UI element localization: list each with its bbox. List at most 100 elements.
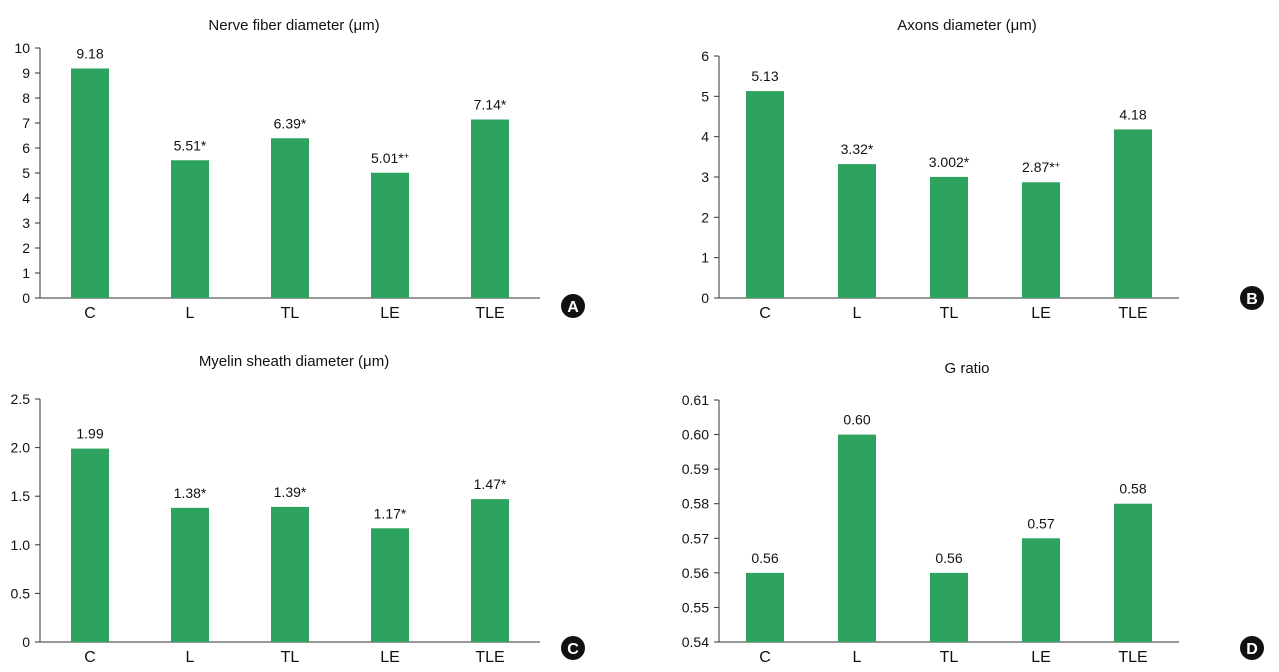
y-tick-label: 9 <box>22 65 30 81</box>
y-tick-label: 7 <box>22 115 30 131</box>
y-tick-label: 0.57 <box>682 530 709 546</box>
chart-svg-a: Nerve fiber diameter (μm) 0 1 2 3 4 5 6 7 8 9 10 9.1… <box>14 17 585 322</box>
y-tick-label: 1 <box>22 265 30 281</box>
x-tick-label: TLE <box>475 649 504 666</box>
y-tick-label: 3 <box>22 215 30 231</box>
bar-l <box>838 164 876 298</box>
data-label-tl: 1.39* <box>274 484 307 500</box>
bar-le <box>1022 538 1060 642</box>
bar-tl <box>271 506 309 642</box>
bar-tle <box>471 499 509 642</box>
chart-svg-b: Axons diameter (μm) 0 1 2 3 4 5 6 5.13 C 3.32* L 3.0… <box>701 17 1264 322</box>
x-tick-label: C <box>759 649 771 666</box>
chart-panel-c: Myelin sheath diameter (μm) 0 0.5 1.0 1.5 2.0… <box>0 336 640 672</box>
x-tick-label: TLE <box>475 305 504 322</box>
x-tick-label: L <box>186 649 195 666</box>
y-tick-label: 5 <box>701 88 709 104</box>
data-label-c: 9.18 <box>76 46 103 62</box>
x-tick-label: LE <box>380 305 400 322</box>
y-tick-label: 2.0 <box>11 440 31 456</box>
y-tick-label: 1.5 <box>11 488 31 504</box>
data-label-le: 0.57 <box>1027 515 1054 531</box>
chart-title: Nerve fiber diameter (μm) <box>208 17 379 34</box>
panel-letter: B <box>1246 291 1258 308</box>
data-label-le: 1.17* <box>374 505 407 521</box>
x-tick-label: TL <box>281 305 300 322</box>
data-label-tle: 7.14* <box>474 97 507 113</box>
data-label-l: 0.60 <box>843 412 870 428</box>
x-tick-label: LE <box>380 649 400 666</box>
chart-title: Axons diameter (μm) <box>897 17 1037 34</box>
y-tick-label: 0.56 <box>682 565 709 581</box>
x-tick-label: TL <box>940 305 959 322</box>
x-tick-label: L <box>186 305 195 322</box>
y-tick-label: 0.59 <box>682 461 709 477</box>
bar-l <box>838 434 876 642</box>
y-tick-label: 0.60 <box>682 427 709 443</box>
chart-svg-d: G ratio 0.54 0.55 0.56 0.57 0.58 0.59 0.60 0.61 0… <box>682 360 1264 666</box>
data-label-tl: 0.56 <box>935 550 962 566</box>
data-label-tle: 0.58 <box>1119 481 1146 497</box>
bar-tle <box>1114 129 1152 298</box>
panel-letter: D <box>1246 641 1258 658</box>
y-tick-label: 1 <box>701 250 709 266</box>
x-tick-label: C <box>84 305 96 322</box>
y-tick-label: 5 <box>22 165 30 181</box>
panel-letter-badge: D <box>1240 636 1264 660</box>
bar-le <box>371 172 409 298</box>
x-tick-label: LE <box>1031 305 1051 322</box>
data-label-c: 5.13 <box>751 68 778 84</box>
chart-panel-b: Axons diameter (μm) 0 1 2 3 4 5 6 5.13 C 3.32* L 3.0… <box>639 0 1279 336</box>
chart-title: Myelin sheath diameter (μm) <box>199 353 389 370</box>
panel-letter-badge: B <box>1240 286 1264 310</box>
bar-le <box>1022 182 1060 298</box>
data-label-tle: 1.47* <box>474 476 507 492</box>
data-label-l: 3.32* <box>841 141 874 157</box>
data-label-tl: 6.39* <box>274 115 307 131</box>
chart-svg-c: Myelin sheath diameter (μm) 0 0.5 1.0 1.5 2.0… <box>11 353 585 666</box>
y-tick-label: 8 <box>22 90 30 106</box>
panel-letter-badge: A <box>561 294 585 318</box>
panel-letter-badge: C <box>561 636 585 660</box>
panel-badge-circle <box>561 636 585 660</box>
y-tick-label: 2.5 <box>11 391 31 407</box>
y-tick-label: 3 <box>701 169 709 185</box>
bar-tl <box>930 176 968 298</box>
data-label-tle: 4.18 <box>1119 106 1146 122</box>
data-label-c: 1.99 <box>76 426 103 442</box>
data-label-l: 5.51* <box>174 137 207 153</box>
y-tick-label: 4 <box>701 129 709 145</box>
y-tick-label: 2 <box>22 240 30 256</box>
x-tick-label: L <box>853 305 862 322</box>
x-tick-label: TLE <box>1118 305 1147 322</box>
panel-badge-circle <box>561 294 585 318</box>
y-tick-label: 0 <box>22 634 30 650</box>
bar-c <box>71 448 109 642</box>
x-tick-label: LE <box>1031 649 1051 666</box>
bar-c <box>71 68 109 298</box>
panel-letter: A <box>567 299 579 316</box>
chart-panel-a: Nerve fiber diameter (μm) 0 1 2 3 4 5 6 7 8 9 10 9.1… <box>0 0 640 336</box>
panel-letter: C <box>567 641 579 658</box>
bar-tle <box>1114 503 1152 642</box>
bar-l <box>171 160 209 298</box>
y-tick-label: 0.54 <box>682 634 709 650</box>
panel-badge-circle <box>1240 286 1264 310</box>
y-tick-label: 1.0 <box>11 537 31 553</box>
y-tick-label: 6 <box>701 48 709 64</box>
bar-l <box>171 507 209 642</box>
x-tick-label: TL <box>281 649 300 666</box>
data-label-c: 0.56 <box>751 550 778 566</box>
x-tick-label: TL <box>940 649 959 666</box>
x-tick-label: L <box>853 649 862 666</box>
y-tick-label: 0.5 <box>11 585 31 601</box>
data-label-l: 1.38* <box>174 485 207 501</box>
bar-tl <box>930 572 968 642</box>
y-tick-label: 6 <box>22 140 30 156</box>
y-tick-label: 0 <box>701 290 709 306</box>
chart-panel-d: G ratio 0.54 0.55 0.56 0.57 0.58 0.59 0.60 0.61 0… <box>639 336 1279 672</box>
x-tick-label: C <box>84 649 96 666</box>
bar-c <box>746 572 784 642</box>
y-tick-label: 2 <box>701 209 709 225</box>
